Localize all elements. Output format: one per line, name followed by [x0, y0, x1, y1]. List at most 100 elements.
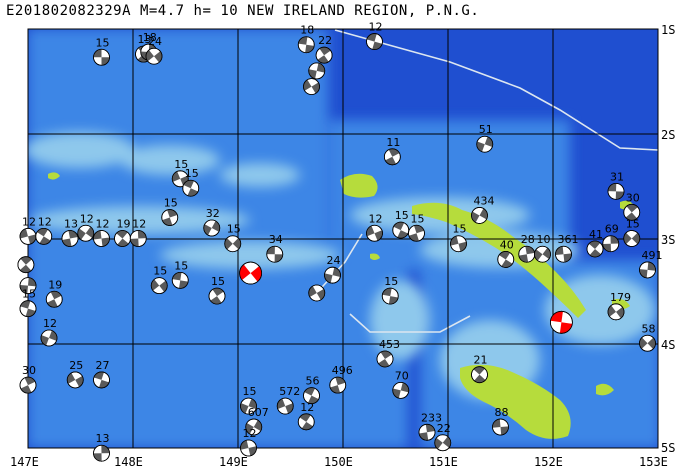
focal-mechanism: 12	[366, 212, 383, 242]
mechanism-depth-label: 31	[610, 170, 624, 183]
mechanism-depth-label: 41	[589, 228, 603, 241]
focal-mechanism	[308, 284, 326, 302]
highlighted-event-mechanism	[550, 310, 573, 334]
focal-mechanism: 15	[93, 36, 110, 66]
mechanism-depth-label: 32	[206, 207, 220, 220]
lat-tick-4s: 4S	[661, 338, 675, 352]
mechanism-depth-label: 11	[386, 136, 400, 149]
lat-tick-2s: 2S	[661, 128, 675, 142]
mechanism-depth-label: 491	[642, 249, 663, 262]
focal-mechanism: 12	[129, 218, 147, 247]
mechanism-depth-label: 15	[395, 209, 409, 222]
focal-mechanism: 18	[297, 24, 315, 54]
focal-mechanism: 491	[639, 249, 663, 279]
lon-tick-147: 147E	[10, 455, 39, 469]
mechanism-depth-label: 12	[369, 21, 383, 34]
mechanism-depth-label: 13	[138, 33, 152, 46]
focal-mechanism: 361	[555, 233, 579, 263]
mechanism-depth-label: 58	[642, 322, 656, 335]
mechanism-depth-label: 15	[227, 223, 241, 236]
mechanism-depth-label: 18	[143, 31, 157, 44]
mechanism-depth-label: 12	[22, 215, 36, 228]
mechanism-depth-label: 15	[174, 259, 188, 272]
focal-mechanism: 15	[224, 223, 242, 253]
focal-mechanism: 51	[476, 123, 494, 153]
focal-mechanism: 13	[93, 432, 110, 462]
depth: h= 10	[193, 3, 239, 19]
focal-mechanism: 19	[114, 218, 131, 247]
focal-mechanism: 15	[150, 265, 168, 295]
mechanism-depth-label: 30	[22, 364, 36, 377]
map-title: E201802082329A M=4.7 h= 10 NEW IRELAND R…	[6, 3, 479, 19]
highlighted-events	[239, 261, 573, 334]
focal-mechanism: 12	[93, 218, 110, 247]
magnitude: M=4.7	[139, 3, 185, 19]
lat-tick-3s: 3S	[661, 233, 675, 247]
mechanism-depth-label: 15	[22, 288, 36, 301]
focal-mechanism: 32	[203, 207, 221, 237]
event-id: E201802082329A	[6, 3, 132, 19]
mechanism-depth-label: 233	[421, 411, 442, 424]
lon-tick-152: 152E	[534, 455, 563, 469]
island-small-a	[48, 172, 60, 180]
mechanism-depth-label: 12	[369, 212, 383, 225]
mechanism-depth-label: 12	[243, 427, 257, 440]
mechanism-depth-label: 15	[384, 275, 398, 288]
focal-mechanism: 12	[297, 401, 315, 431]
focal-mechanism: 70	[392, 369, 410, 399]
focal-mechanism: 25	[66, 359, 84, 389]
focal-mechanism: 15	[19, 288, 37, 318]
focal-mechanism: 15	[240, 385, 257, 415]
mechanism-depth-label: 572	[279, 385, 300, 398]
lon-tick-labels: 147E 148E 149E 150E 151E 152E 153E	[10, 455, 668, 469]
mechanism-depth-label: 15	[626, 218, 640, 231]
mechanism-depth-label: 30	[626, 191, 640, 204]
focal-mechanism: 19	[45, 278, 63, 308]
focal-mechanism: 31	[607, 170, 625, 200]
focal-mechanism: 607	[245, 406, 269, 436]
mechanism-depth-label: 15	[164, 197, 178, 210]
island-new-ireland	[412, 202, 586, 318]
mechanism-depth-label: 12	[80, 212, 94, 225]
focal-mechanism: 22	[315, 34, 333, 64]
lat-tick-labels: 1S 2S 3S 4S 5S	[661, 23, 675, 455]
mechanism-depth-label: 15	[185, 167, 199, 180]
focal-mechanism: 22	[434, 422, 452, 452]
focal-mechanism: 15	[182, 167, 200, 197]
focal-mechanism: 56	[303, 375, 320, 405]
focal-mechanism: 58	[639, 322, 656, 352]
island-mussau	[340, 173, 378, 198]
mechanism-depth-label: 179	[610, 291, 631, 304]
focal-mechanism	[17, 256, 35, 274]
focal-mechanism: 572	[276, 385, 300, 415]
highlighted-event-mechanism	[239, 261, 263, 285]
focal-mechanism: 233	[418, 411, 442, 441]
focal-mechanism: 15	[208, 275, 226, 305]
focal-mechanism: 13	[61, 218, 79, 247]
mechanism-depth-label: 607	[248, 406, 269, 419]
mechanism-depth-label: 15	[174, 158, 188, 171]
focal-mechanism: 434	[471, 194, 495, 224]
focal-mechanism: 179	[607, 291, 631, 321]
focal-mechanism: 21	[471, 354, 488, 384]
island-small-e	[370, 253, 380, 260]
island-small-c	[596, 383, 614, 396]
focal-mechanism: 15	[408, 212, 425, 242]
focal-mechanism: 34	[266, 233, 284, 263]
focal-mechanism: 27	[93, 359, 110, 389]
lon-tick-151: 151E	[429, 455, 458, 469]
focal-mechanism: 24	[324, 254, 341, 284]
focal-mechanism: 30	[623, 191, 641, 221]
focal-mechanism: 11	[383, 136, 401, 166]
mechanism-depth-label: 15	[153, 265, 167, 278]
mechanism-depth-label: 88	[495, 406, 509, 419]
mechanism-depth-label: 12	[43, 317, 57, 330]
focal-mechanism: 12	[19, 215, 37, 245]
plate-boundary	[311, 29, 658, 333]
mechanism-depth-label: 22	[318, 34, 332, 47]
mechanism-depth-label: 496	[332, 364, 353, 377]
focal-mechanism: 12	[366, 21, 383, 50]
focal-mechanism: 15	[450, 223, 467, 253]
